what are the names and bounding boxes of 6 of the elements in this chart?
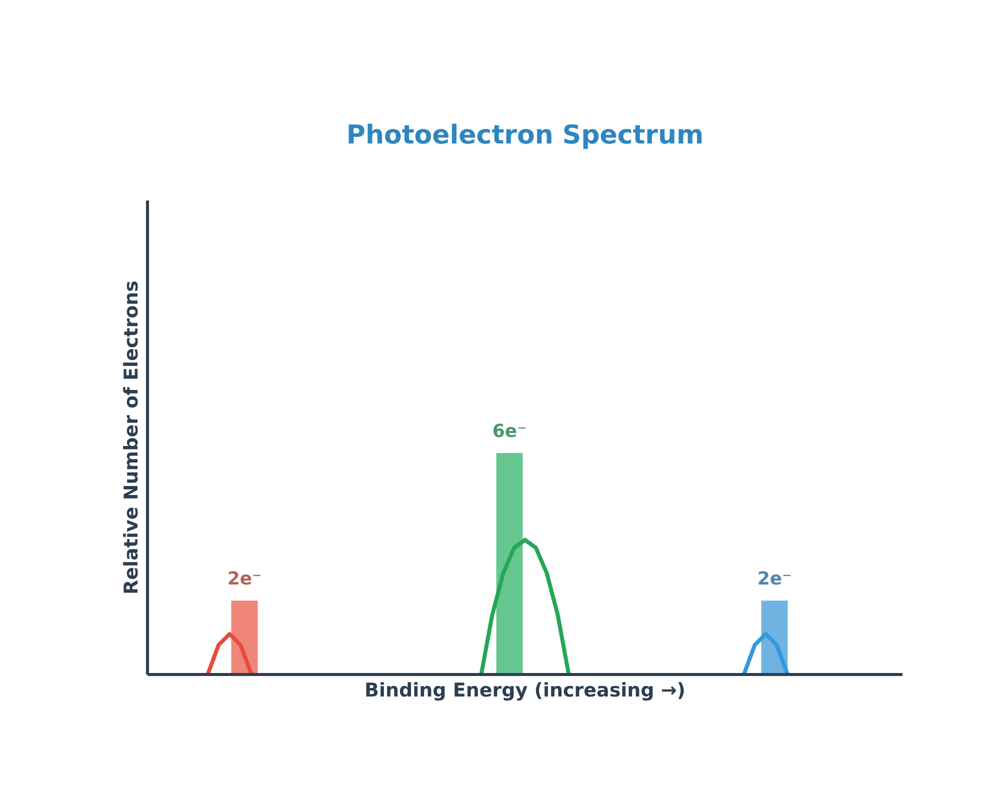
data-label: 2e⁻ [757,568,792,590]
data-label: 2e⁻ [227,568,262,590]
y-axis-title: Relative Number of Electrons [120,280,142,594]
data-label: 6e⁻ [492,420,527,442]
x-axis-title: Binding Energy (increasing →) [364,680,686,702]
chart-title: Photoelectron Spectrum [346,120,704,150]
